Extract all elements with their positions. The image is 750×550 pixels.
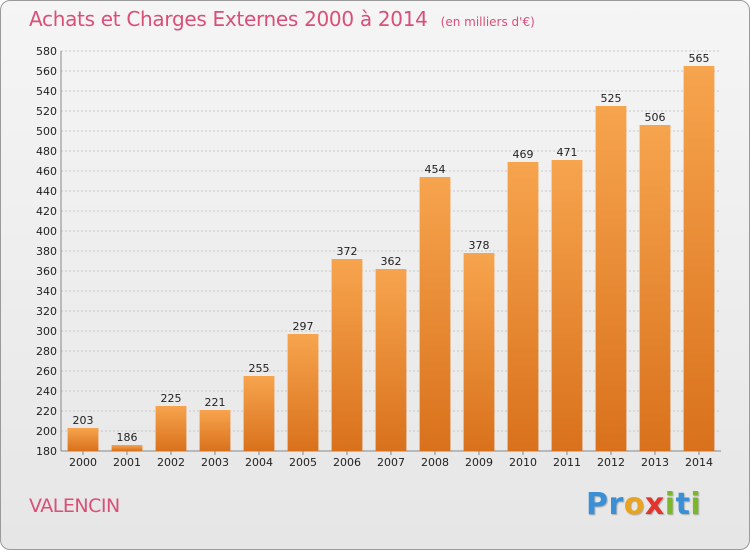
y-tick-label: 560 bbox=[36, 65, 57, 78]
bar-value-label: 203 bbox=[73, 414, 94, 427]
bar-value-label: 454 bbox=[425, 163, 446, 176]
bar-value-label: 378 bbox=[469, 239, 490, 252]
bar-value-label: 255 bbox=[249, 362, 270, 375]
bar-value-label: 297 bbox=[293, 320, 314, 333]
logo-letter: x bbox=[644, 487, 665, 522]
y-tick-label: 320 bbox=[36, 305, 57, 318]
bar-value-label: 372 bbox=[337, 245, 358, 258]
bar bbox=[683, 66, 715, 451]
bar bbox=[595, 106, 627, 451]
y-tick-label: 480 bbox=[36, 145, 57, 158]
x-tick-label: 2002 bbox=[157, 456, 185, 469]
bar bbox=[199, 410, 231, 451]
bar bbox=[463, 253, 495, 451]
x-tick-label: 2009 bbox=[465, 456, 493, 469]
bar bbox=[155, 406, 187, 451]
bar-value-label: 186 bbox=[117, 431, 138, 444]
x-tick-label: 2007 bbox=[377, 456, 405, 469]
bar bbox=[639, 125, 671, 451]
bar-value-label: 506 bbox=[645, 111, 666, 124]
bar bbox=[67, 428, 99, 451]
y-tick-label: 280 bbox=[36, 345, 57, 358]
logo-letter: t bbox=[675, 487, 691, 522]
logo-letter: P bbox=[586, 487, 609, 522]
bar-value-label: 225 bbox=[161, 392, 182, 405]
x-tick-label: 2001 bbox=[113, 456, 141, 469]
y-tick-label: 460 bbox=[36, 165, 57, 178]
x-tick-label: 2013 bbox=[641, 456, 669, 469]
y-tick-label: 440 bbox=[36, 185, 57, 198]
bar-value-label: 362 bbox=[381, 255, 402, 268]
proxiti-logo: Proxiti bbox=[586, 487, 701, 522]
logo-letter: i bbox=[690, 487, 702, 522]
y-tick-label: 240 bbox=[36, 385, 57, 398]
bar bbox=[243, 376, 275, 451]
chart-unit: (en milliers d'€) bbox=[440, 15, 535, 29]
bar bbox=[507, 162, 539, 451]
bar-value-label: 221 bbox=[205, 396, 226, 409]
x-tick-label: 2004 bbox=[245, 456, 273, 469]
bar bbox=[287, 334, 319, 451]
chart-title: Achats et Charges Externes 2000 à 2014 (… bbox=[29, 7, 535, 31]
y-tick-label: 300 bbox=[36, 325, 57, 338]
logo-letter: i bbox=[664, 487, 676, 522]
bar-value-label: 565 bbox=[689, 52, 710, 65]
y-tick-label: 340 bbox=[36, 285, 57, 298]
y-tick-label: 420 bbox=[36, 205, 57, 218]
x-tick-label: 2014 bbox=[685, 456, 713, 469]
y-tick-label: 520 bbox=[36, 105, 57, 118]
x-tick-label: 2005 bbox=[289, 456, 317, 469]
bar bbox=[111, 445, 143, 451]
bar bbox=[551, 160, 583, 451]
y-tick-label: 380 bbox=[36, 245, 57, 258]
y-tick-label: 360 bbox=[36, 265, 57, 278]
logo-letter: o bbox=[623, 487, 645, 522]
x-tick-label: 2010 bbox=[509, 456, 537, 469]
bar-value-label: 469 bbox=[513, 148, 534, 161]
x-tick-label: 2008 bbox=[421, 456, 449, 469]
y-tick-label: 400 bbox=[36, 225, 57, 238]
y-tick-label: 580 bbox=[36, 45, 57, 58]
logo-letter: r bbox=[608, 487, 624, 522]
x-tick-label: 2011 bbox=[553, 456, 581, 469]
bar-value-label: 525 bbox=[601, 92, 622, 105]
y-tick-label: 200 bbox=[36, 425, 57, 438]
bar bbox=[331, 259, 363, 451]
y-tick-label: 220 bbox=[36, 405, 57, 418]
x-tick-label: 2000 bbox=[69, 456, 97, 469]
y-tick-label: 260 bbox=[36, 365, 57, 378]
commune-name: VALENCIN bbox=[29, 495, 120, 517]
y-tick-label: 180 bbox=[36, 445, 57, 458]
y-tick-label: 540 bbox=[36, 85, 57, 98]
x-tick-label: 2012 bbox=[597, 456, 625, 469]
bar bbox=[375, 269, 407, 451]
chart-title-text: Achats et Charges Externes 2000 à 2014 bbox=[29, 7, 428, 31]
y-tick-label: 500 bbox=[36, 125, 57, 138]
x-tick-label: 2006 bbox=[333, 456, 361, 469]
x-tick-label: 2003 bbox=[201, 456, 229, 469]
bar bbox=[419, 177, 451, 451]
bar-value-label: 471 bbox=[557, 146, 578, 159]
